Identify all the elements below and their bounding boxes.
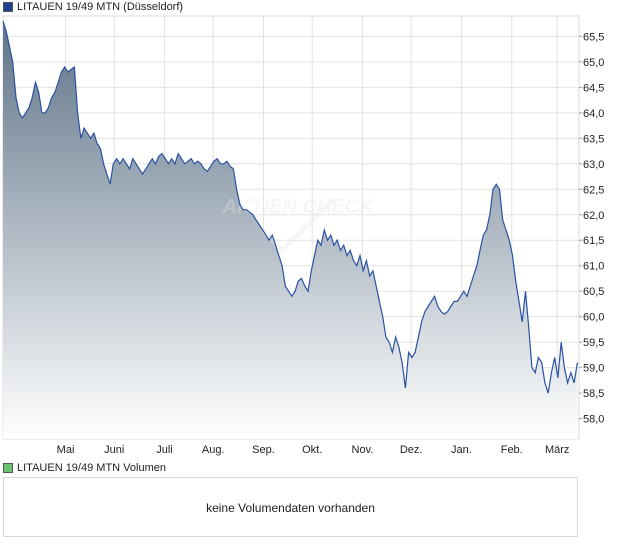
y-tick-label: 64,5 [583, 82, 604, 94]
volume-panel: keine Volumendaten vorhanden [3, 477, 578, 537]
x-tick-label: Jan. [451, 444, 472, 456]
y-axis: 58,0 58,5 59,0 59,5 60,0 60,5 61,0 61,5 62,0 62,5… [579, 31, 604, 426]
x-tick-label: Feb. [501, 444, 523, 456]
x-tick-label: März [545, 444, 569, 456]
y-tick-label: 64,0 [583, 108, 604, 120]
price-line [2, 20, 578, 394]
volume-legend-label: LITAUEN 19/49 MTN Volumen [17, 462, 166, 474]
x-tick-label: Dez. [400, 444, 423, 456]
volume-legend: LITAUEN 19/49 MTN Volumen [3, 462, 166, 474]
x-tick-label: Juni [104, 444, 124, 456]
y-tick-label: 58,5 [583, 388, 604, 400]
y-tick-label: 59,0 [583, 363, 604, 375]
y-tick-label: 65,0 [583, 57, 604, 69]
volume-empty-message: keine Volumendaten vorhanden [206, 501, 375, 515]
y-tick-label: 61,0 [583, 261, 604, 273]
y-tick-label: 61,5 [583, 235, 604, 247]
y-tick-label: 60,0 [583, 312, 604, 324]
x-tick-label: Okt. [302, 444, 322, 456]
watermark: AKTIEN CHECK [221, 196, 375, 254]
y-tick-label: 63,5 [583, 133, 604, 145]
price-legend-swatch [3, 2, 13, 12]
watermark-check-icon [260, 196, 337, 254]
price-legend-label: LITAUEN 19/49 MTN (Düsseldorf) [17, 1, 184, 13]
volume-legend-swatch [3, 463, 13, 473]
x-axis: Mai Juni Juli Aug. Sep. Okt. Nov. Dez. Jan. Feb. M… [57, 444, 570, 456]
x-tick-label: Mai [57, 444, 75, 456]
price-chart: AKTIEN CHECK 58,0 58,5 59,0 59,5 60,0 60,5 61,… [2, 15, 604, 456]
x-tick-label: Juli [156, 444, 173, 456]
y-tick-label: 62,0 [583, 210, 604, 222]
y-tick-label: 60,5 [583, 286, 604, 298]
x-tick-label: Nov. [352, 444, 374, 456]
y-tick-label: 59,5 [583, 337, 604, 349]
watermark-text: AKTIEN CHECK [221, 196, 375, 218]
price-area [3, 21, 578, 439]
y-tick-label: 62,5 [583, 184, 604, 196]
x-tick-label: Sep. [252, 444, 275, 456]
y-tick-label: 63,0 [583, 159, 604, 171]
x-tick-label: Aug. [202, 444, 225, 456]
y-tick-label: 58,0 [583, 414, 604, 426]
price-legend: LITAUEN 19/49 MTN (Düsseldorf) [3, 1, 183, 13]
y-tick-label: 65,5 [583, 31, 604, 43]
